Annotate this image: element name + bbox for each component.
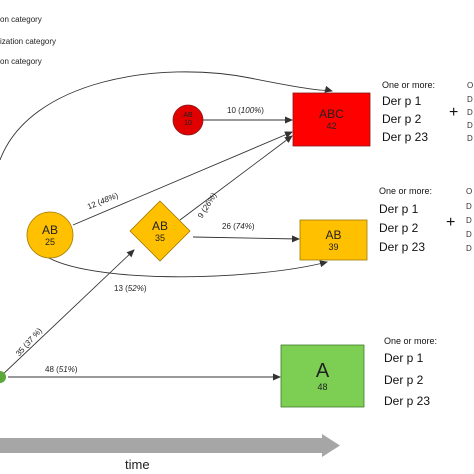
node-label: A — [315, 359, 330, 382]
node-count: 42 — [326, 121, 337, 131]
node-abc-circle: AB 10 — [173, 105, 203, 135]
panel-abc-heading: One or more: — [382, 80, 436, 90]
node-count: 35 — [154, 232, 165, 243]
panel-abc-cut-item-4: D — [467, 134, 473, 143]
origin-node-shape — [0, 371, 6, 383]
legend-item-1: on category — [0, 15, 42, 24]
node-label: AB — [151, 218, 168, 233]
edge-label-e4: 26 (74%) — [222, 222, 255, 231]
panel-ab-heading: One or more: — [379, 186, 433, 196]
legend-item-2: ization category — [0, 37, 57, 46]
node-ab-box: AB 39 — [300, 220, 367, 260]
panel-ab-plus: + — [446, 214, 456, 231]
panel-abc-item-2: Der p 2 — [382, 112, 422, 126]
node-ab-box-shape — [299, 219, 368, 261]
node-abc-box: ABC 42 — [293, 93, 370, 146]
panel-a-item-1: Der p 1 — [384, 351, 424, 365]
panel-abc-cut-heading: O — [467, 81, 474, 90]
node-count: 25 — [44, 236, 55, 247]
node-label: AB — [183, 112, 193, 119]
panel-a-item-2: Der p 2 — [384, 373, 424, 387]
legend-item-3: on category — [0, 57, 42, 66]
panel-ab-item-3: Der p 23 — [379, 240, 426, 254]
panel-ab-cut-item-3: D — [466, 230, 472, 239]
node-ab-diamond: AB 35 — [135, 211, 185, 251]
edge-label-e1: 10 (100%) — [227, 106, 264, 115]
node-ab-diamond-shape — [129, 200, 191, 262]
panel-a-item-3: Der p 23 — [384, 394, 431, 408]
panel-abc-item-1: Der p 1 — [382, 94, 422, 108]
edge-label-e5: 13 (52%) — [114, 284, 147, 293]
node-abc-circle-shape — [172, 104, 204, 136]
panel-abc-item-3: Der p 23 — [382, 130, 429, 144]
edge-origin-to-ab-diamond — [0, 249, 135, 378]
panel-ab-item-1: Der p 1 — [379, 202, 419, 216]
node-a-box: A 48 — [281, 345, 364, 407]
node-a-box-shape — [280, 344, 365, 408]
edge-origin-to-abc-box — [0, 71, 333, 161]
panel-ab-item-2: Der p 2 — [379, 221, 419, 235]
edge-ab-diamond-to-abc-box — [179, 135, 293, 221]
edge-ab-diamond-to-ab-box — [192, 235, 300, 243]
panel-abc-cut-item-3: D — [467, 121, 473, 130]
panel-abc-cut-item-1: D — [467, 95, 473, 104]
time-axis-arrowhead — [322, 434, 340, 457]
node-count: 10 — [184, 120, 192, 127]
edge-ab-circle-to-abc-box — [72, 131, 293, 226]
panel-a-heading: One or more: — [384, 336, 438, 346]
node-count: 39 — [328, 241, 339, 252]
panel-ab-cut-heading: O — [466, 187, 473, 196]
node-count: 48 — [317, 381, 328, 392]
node-label: AB — [325, 227, 342, 242]
node-ab-circle-shape — [26, 211, 74, 259]
node-label: ABC — [319, 107, 344, 121]
node-label: AB — [41, 222, 58, 237]
time-axis-bar — [0, 438, 322, 453]
panel-ab-cut-item-1: D — [466, 202, 472, 211]
panel-abc-plus: + — [449, 104, 459, 121]
edge-ab-circle-to-ab-box — [37, 249, 328, 278]
panel-abc-cut-item-2: D — [467, 108, 473, 117]
panel-ab-cut-item-2: D — [466, 216, 472, 225]
time-axis-label: time — [125, 457, 150, 472]
node-ab-circle: AB 25 — [27, 212, 73, 258]
panel-ab-cut-item-4: D — [466, 244, 472, 253]
edge-label-e7: 48 (51%) — [45, 365, 78, 374]
node-abc-box-shape — [292, 92, 371, 147]
